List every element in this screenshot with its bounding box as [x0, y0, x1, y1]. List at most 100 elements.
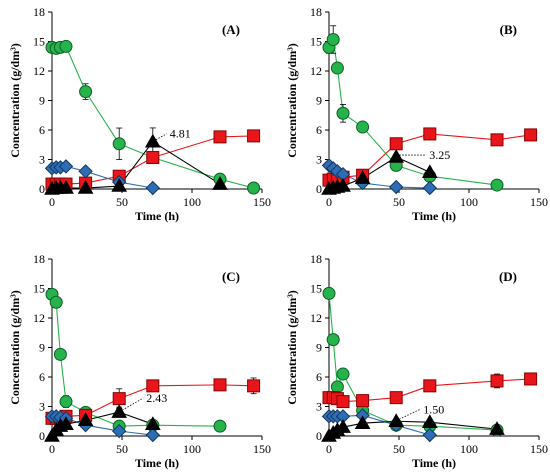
panel-label: (A) [222, 22, 240, 37]
series-line-circle [328, 37, 498, 186]
data-point-triangle-p4-5 [388, 413, 405, 427]
y-axis-title: Concentration (g/dm³) [8, 43, 22, 158]
data-point-diamond-p3-6 [145, 427, 161, 443]
series-line-circle [51, 294, 221, 427]
annotation-label: 2.43 [146, 391, 167, 405]
data-point-square-p4-6 [423, 379, 437, 393]
data-point-square-p4-8 [524, 372, 538, 386]
y-tick-label: 6 [316, 370, 322, 384]
x-tick-label: 150 [530, 442, 548, 456]
y-tick-label: 9 [316, 341, 322, 355]
x-tick-label: 150 [530, 195, 548, 209]
data-point-triangle-p3-6 [144, 416, 161, 430]
data-point-diamond-p2-5 [388, 179, 404, 195]
y-tick-label: 6 [316, 123, 322, 137]
data-point-circle-p4-3 [336, 367, 350, 381]
data-point-circle-p3-1 [49, 295, 63, 309]
x-tick-label: 0 [49, 195, 55, 209]
annotation-leader [399, 408, 421, 420]
data-point-circle-p2-7 [490, 178, 504, 192]
y-tick-label: 18 [310, 252, 322, 266]
data-point-square-p2-8 [524, 128, 538, 142]
data-point-square-p1-7 [213, 130, 227, 144]
x-axis-title: Time (h) [412, 209, 456, 223]
annotation-label: 3.25 [429, 148, 450, 162]
data-point-square-p2-6 [423, 127, 437, 141]
x-tick-label: 150 [253, 195, 271, 209]
y-tick-label: 6 [39, 123, 45, 137]
data-point-triangle-p4-3 [335, 419, 351, 433]
data-point-circle-p2-1 [326, 33, 340, 47]
data-point-circle-p1-8 [247, 181, 261, 195]
panel-label: (B) [500, 22, 517, 37]
y-tick-label: 3 [39, 400, 45, 414]
x-tick-label: 100 [183, 442, 201, 456]
y-tick-label: 6 [39, 370, 45, 384]
y-tick-label: 0 [39, 429, 45, 443]
y-tick-label: 12 [310, 311, 322, 325]
series-line-circle [328, 293, 498, 431]
data-point-square-p3-6 [146, 379, 160, 393]
x-tick-label: 50 [116, 442, 128, 456]
data-point-circle-p1-3 [59, 39, 73, 53]
x-axis-title: Time (h) [135, 209, 179, 223]
y-axis-title: Concentration (g/dm³) [8, 290, 22, 405]
x-tick-label: 100 [460, 442, 478, 456]
y-tick-label: 18 [310, 5, 322, 19]
y-tick-label: 12 [33, 64, 45, 78]
data-point-triangle-p4-4 [354, 415, 371, 429]
data-point-diamond-p1-3 [58, 159, 74, 174]
y-tick-label: 15 [33, 35, 45, 49]
data-point-square-p3-5 [112, 392, 126, 406]
data-point-triangle-p3-5 [111, 404, 128, 418]
y-tick-label: 3 [316, 400, 322, 414]
data-point-circle-p2-4 [356, 120, 370, 134]
data-point-circle-p4-2 [330, 380, 344, 394]
y-tick-label: 12 [33, 311, 45, 325]
y-tick-label: 15 [310, 282, 322, 296]
y-tick-label: 15 [33, 282, 45, 296]
y-tick-label: 0 [39, 182, 45, 196]
chart-panel-1: 0 3 6 9 12 15 18 0 50 100 150 Time (h) Concentration… [8, 5, 271, 223]
x-tick-label: 100 [460, 195, 478, 209]
data-point-circle-p4-0 [322, 286, 336, 300]
y-tick-label: 3 [39, 153, 45, 167]
series-line-triangle [51, 140, 221, 190]
x-tick-label: 50 [116, 195, 128, 209]
data-point-square-p4-4 [356, 394, 370, 408]
x-tick-label: 150 [253, 442, 271, 456]
y-axis-title: Concentration (g/dm³) [285, 43, 299, 158]
data-point-circle-p1-4 [79, 85, 93, 99]
y-tick-label: 3 [316, 153, 322, 167]
x-tick-label: 50 [393, 195, 405, 209]
data-point-triangle-p3-3 [58, 416, 74, 430]
data-point-triangle-p1-5 [111, 178, 128, 192]
data-point-triangle-p2-4 [354, 170, 371, 184]
x-tick-label: 100 [183, 195, 201, 209]
y-tick-label: 9 [39, 94, 45, 108]
data-point-triangle-p1-7 [212, 176, 228, 190]
x-tick-label: 0 [326, 195, 332, 209]
y-tick-label: 0 [316, 429, 322, 443]
data-point-triangle-p1-4 [77, 180, 94, 194]
x-tick-label: 50 [393, 442, 405, 456]
data-point-square-p1-8 [247, 129, 261, 143]
panel-label: (D) [499, 269, 517, 284]
series-line-circle [51, 45, 254, 189]
y-tick-label: 12 [310, 64, 322, 78]
data-point-triangle-p3-4 [77, 412, 94, 427]
data-point-square-p3-8 [247, 379, 261, 393]
data-point-triangle-p4-6 [421, 414, 438, 428]
x-tick-label: 0 [326, 442, 332, 456]
annotation-label: 4.81 [170, 127, 191, 141]
data-point-circle-p4-1 [326, 333, 340, 347]
data-point-square-p3-7 [213, 378, 227, 392]
annotation-leader [122, 397, 144, 411]
data-point-triangle-p4-7 [489, 421, 505, 435]
y-axis-title: Concentration (g/dm³) [285, 290, 299, 405]
data-point-diamond-p2-6 [422, 180, 438, 196]
data-point-square-p2-5 [389, 137, 403, 151]
data-point-triangle-p1-3 [58, 180, 74, 194]
chart-panel-4: 0 3 6 9 12 15 18 0 50 100 150 Time (h) Concentration… [285, 252, 548, 470]
y-tick-label: 9 [316, 94, 322, 108]
